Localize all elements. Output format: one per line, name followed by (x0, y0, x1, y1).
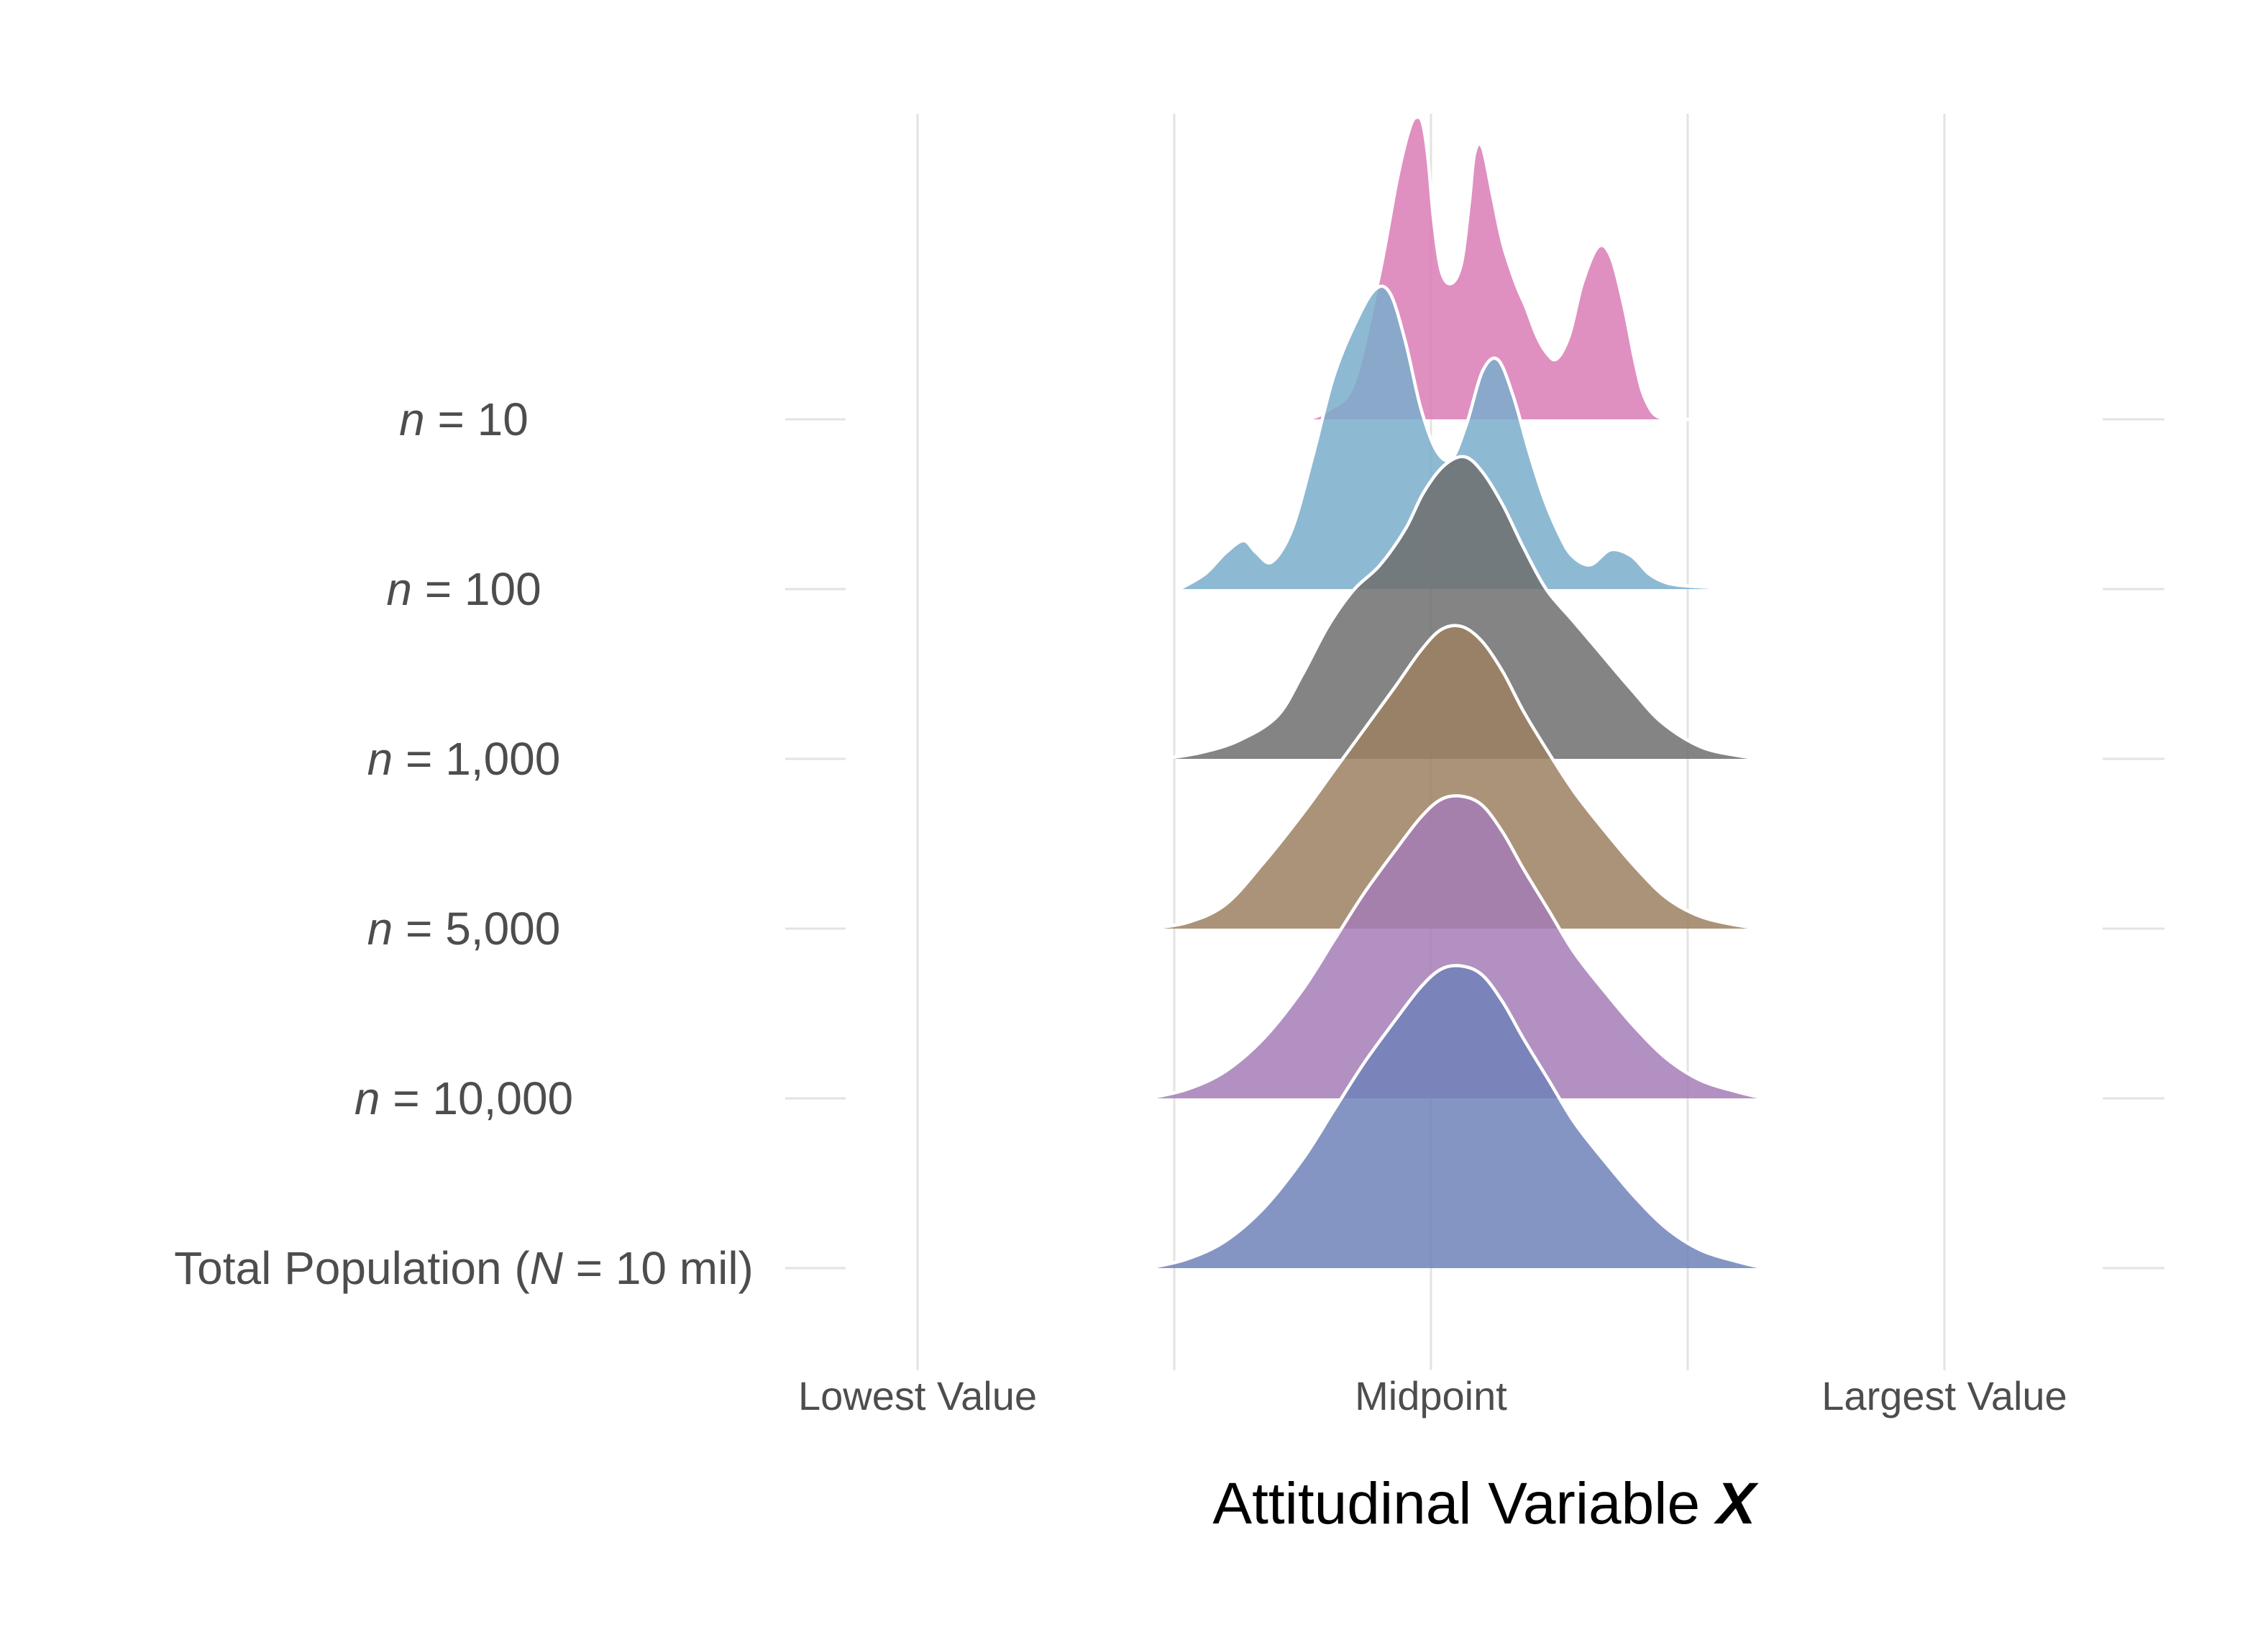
x-tick-label: Lowest Value (798, 1373, 1037, 1418)
ridge-area (1148, 796, 1765, 1098)
x-tick-label: Largest Value (1821, 1373, 2067, 1418)
y-tick-label-italic: n (367, 733, 393, 785)
y-tick-label-suffix: = 1,000 (393, 733, 560, 785)
ridges-layer (1148, 115, 1765, 1270)
ridge-area (1161, 456, 1765, 759)
y-tick-label-italic: n (399, 393, 425, 445)
y-tick-label: Total Population (N = 10 mil) (174, 1242, 754, 1294)
ridge-outline (1178, 284, 1757, 591)
y-tick-label-italic: n (367, 903, 393, 955)
y-tick-label-suffix: = 10 mil) (563, 1242, 754, 1294)
y-tick-label: n = 100 (386, 563, 541, 615)
ridge-area (1179, 286, 1757, 590)
y-tick-label-suffix: = 10 (425, 393, 529, 445)
ridge-area (1307, 117, 1714, 420)
ridge-series (1148, 794, 1765, 1101)
y-tick-label-prefix: Total Population ( (174, 1242, 530, 1294)
ridge-outline (1148, 964, 1765, 1270)
y-tick-label-suffix: = 10,000 (380, 1072, 573, 1124)
ridge-series (1178, 284, 1757, 591)
ridge-area (1148, 625, 1765, 929)
y-tick-label-italic: n (355, 1072, 380, 1124)
ridge-outline (1307, 115, 1714, 422)
x-axis-title-emph: X (1714, 1471, 1759, 1536)
ridge-series (1148, 964, 1765, 1270)
ridge-series (1161, 455, 1765, 761)
x-axis-title: Attitudinal Variable X (1212, 1471, 1758, 1536)
y-tick-label-italic: n (386, 563, 412, 615)
y-tick-label: n = 1,000 (367, 733, 561, 785)
y-tick-label: n = 10,000 (355, 1072, 573, 1124)
ridge-series (1307, 115, 1714, 422)
x-axis-tick-labels: Lowest Value Midpoint Largest Value (798, 1373, 2067, 1418)
y-tick-label-suffix: = 100 (412, 563, 541, 615)
ridge-series (1148, 624, 1765, 931)
x-tick-label: Midpoint (1355, 1373, 1507, 1418)
ridge-outline (1148, 794, 1765, 1101)
y-tick-label-italic: N (530, 1242, 564, 1294)
ridge-outline (1148, 624, 1765, 931)
y-tick-label: n = 5,000 (367, 903, 561, 955)
ridge-area (1148, 965, 1765, 1268)
y-tick-label-suffix: = 5,000 (393, 903, 560, 955)
ridge-outline (1161, 455, 1765, 761)
y-tick-label: n = 10 (399, 393, 529, 445)
